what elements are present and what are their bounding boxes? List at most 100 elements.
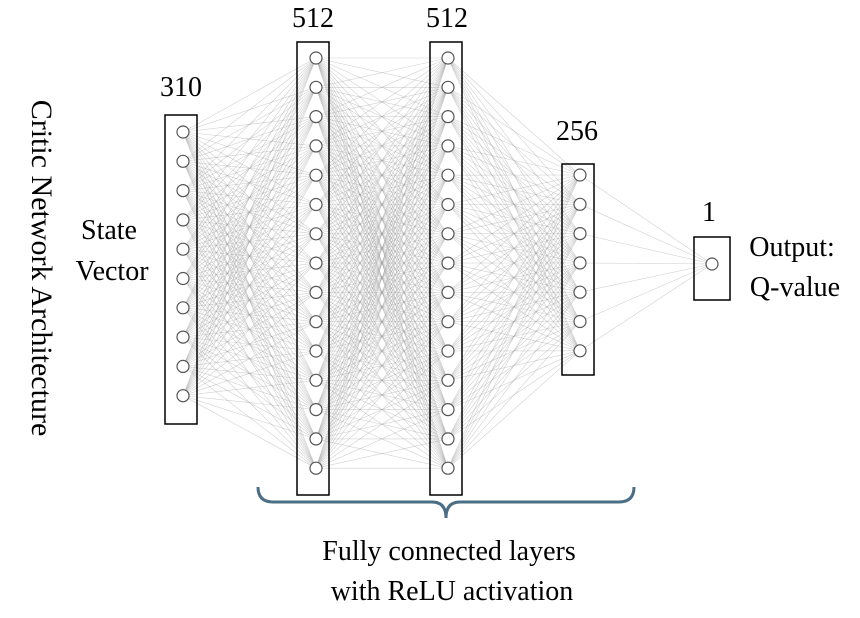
connection-edge	[315, 87, 449, 205]
connection-edge	[447, 262, 581, 322]
connection-edge	[447, 262, 581, 440]
connection-edge	[447, 204, 581, 293]
connection-edge	[315, 380, 449, 410]
connection-edge	[447, 57, 581, 176]
diagram-title: Critic Network Architecture	[25, 100, 58, 437]
connection-edge	[315, 87, 449, 117]
connection-edge	[182, 131, 317, 293]
connection-edge	[447, 233, 581, 410]
connection-edge	[447, 292, 581, 322]
connection-edge	[315, 145, 449, 293]
connection-edge	[315, 116, 449, 147]
connection-edge	[315, 204, 449, 381]
connection-edge	[182, 145, 317, 221]
connection-edge	[447, 145, 581, 264]
connection-edge	[182, 190, 317, 322]
neuron-node-layer-1	[309, 139, 323, 153]
connection-edge	[447, 174, 581, 205]
connection-edge	[182, 248, 317, 264]
neuron-node-layer-2	[441, 80, 455, 94]
connection-edge	[182, 175, 317, 367]
connection-edge	[182, 87, 317, 162]
connection-edge	[447, 292, 581, 352]
connection-edge	[315, 233, 449, 410]
connection-edge	[182, 131, 317, 147]
connection-edge	[315, 57, 449, 381]
connection-edge	[447, 116, 581, 293]
connection-edge	[182, 161, 317, 469]
connection-edge	[447, 291, 581, 440]
connection-edge	[447, 145, 581, 293]
connection-edge	[447, 204, 581, 264]
connection-edge	[182, 161, 317, 176]
neuron-node-layer-1	[309, 168, 323, 182]
connection-edge	[447, 87, 581, 205]
connection-edge	[315, 116, 449, 440]
neuron-node-layer-1	[309, 109, 323, 124]
layer-size-label-input: 310	[160, 72, 202, 103]
connection-edge	[447, 174, 581, 352]
connection-edge	[315, 380, 449, 440]
connection-edge	[182, 57, 317, 279]
connection-edge	[182, 131, 317, 235]
connection-edge	[315, 57, 449, 410]
connection-edge	[315, 233, 449, 264]
connection-edge	[315, 204, 449, 293]
connection-edge	[315, 87, 449, 293]
connection-edge	[315, 57, 449, 88]
connection-edge	[447, 145, 581, 176]
connection-edge	[315, 145, 449, 264]
connection-edge	[447, 87, 581, 234]
neuron-node-layer-0	[176, 330, 190, 344]
connection-edge	[182, 204, 317, 309]
connection-edge	[182, 249, 317, 469]
connection-edge	[315, 350, 449, 381]
connection-edge	[315, 380, 449, 469]
connection-edge	[182, 175, 317, 338]
neuron-node-layer-2	[441, 168, 455, 182]
connection-edge	[315, 57, 449, 117]
connection-edge	[447, 174, 581, 235]
connection-edge	[182, 292, 317, 367]
layer-nodes	[176, 51, 719, 475]
connection-edge	[182, 278, 317, 440]
connection-edge	[182, 145, 317, 279]
connection-edge	[315, 204, 449, 352]
neuron-node-layer-2	[441, 197, 455, 212]
connection-edge	[315, 174, 449, 264]
connection-edge	[315, 57, 449, 439]
connection-edge	[315, 204, 449, 469]
connection-edge	[315, 116, 449, 352]
connection-edge	[315, 116, 449, 264]
connection-edge	[182, 204, 317, 396]
connection-edge	[315, 57, 449, 205]
connection-edge	[182, 395, 317, 410]
connection-edge	[447, 145, 581, 322]
connection-edge	[182, 131, 317, 352]
connection-edge	[315, 116, 449, 322]
connection-edge	[182, 131, 317, 440]
connection-edge	[447, 233, 581, 381]
connection-edge	[182, 190, 317, 293]
connection-edge	[315, 409, 449, 440]
connection-edge	[447, 233, 581, 440]
connection-edge	[182, 395, 317, 440]
connection-edge	[182, 116, 317, 162]
connection-edge	[182, 307, 317, 410]
connection-edge	[447, 262, 581, 410]
connection-edge	[182, 233, 317, 396]
connection-edge	[182, 87, 317, 250]
connection-edge	[182, 57, 317, 221]
connection-edge	[182, 190, 317, 469]
connection-edge	[315, 116, 449, 235]
connection-edge	[315, 175, 449, 352]
connection-edge	[315, 204, 449, 381]
connection-edge	[315, 204, 449, 235]
connection-edge	[315, 175, 449, 469]
connection-edge	[447, 174, 581, 381]
connection-edge	[182, 190, 317, 235]
connection-edge	[447, 145, 581, 351]
connection-edge	[182, 233, 317, 338]
neuron-node-layer-1	[309, 461, 323, 475]
connection-edge	[315, 57, 449, 293]
